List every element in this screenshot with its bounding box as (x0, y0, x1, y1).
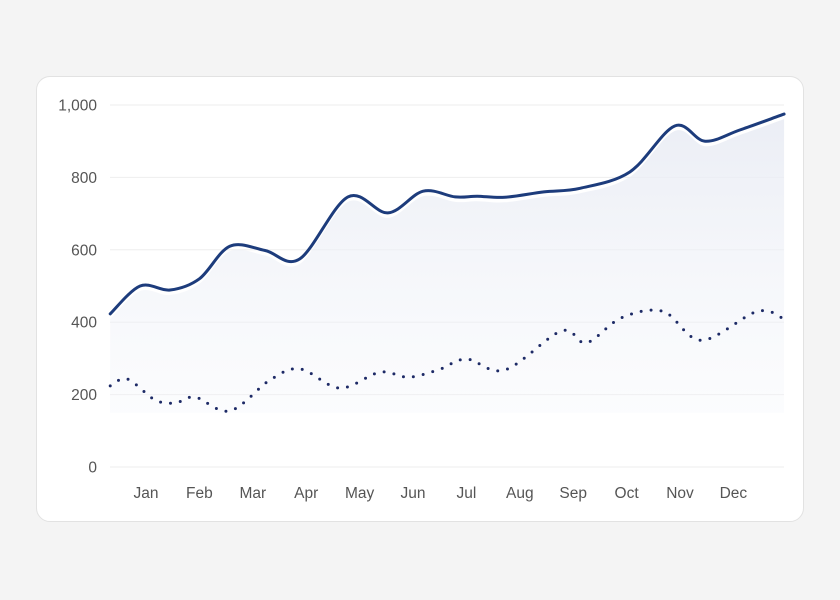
x-tick-label: Jan (134, 485, 159, 502)
x-tick-label: Jun (401, 485, 426, 502)
x-tick-label: May (345, 485, 375, 502)
dotted-series-line (108, 308, 786, 413)
x-tick-label: Aug (506, 485, 534, 502)
x-tick-label: Dec (720, 485, 748, 502)
x-tick-label: Oct (615, 485, 640, 502)
x-tick-label: Apr (294, 485, 318, 502)
x-tick-label: Mar (239, 485, 266, 502)
y-tick-label: 800 (71, 170, 97, 187)
y-tick-label: 0 (88, 460, 97, 477)
x-tick-label: Feb (186, 485, 213, 502)
y-tick-label: 200 (71, 387, 97, 404)
solid-series-line (108, 112, 786, 316)
y-tick-label: 600 (71, 242, 97, 259)
x-tick-label: Nov (666, 485, 694, 502)
y-tick-label: 400 (71, 315, 97, 332)
x-tick-label: Jul (456, 485, 476, 502)
area-fill (110, 119, 785, 413)
y-tick-label: 1,000 (58, 98, 97, 115)
x-tick-label: Sep (559, 485, 587, 502)
